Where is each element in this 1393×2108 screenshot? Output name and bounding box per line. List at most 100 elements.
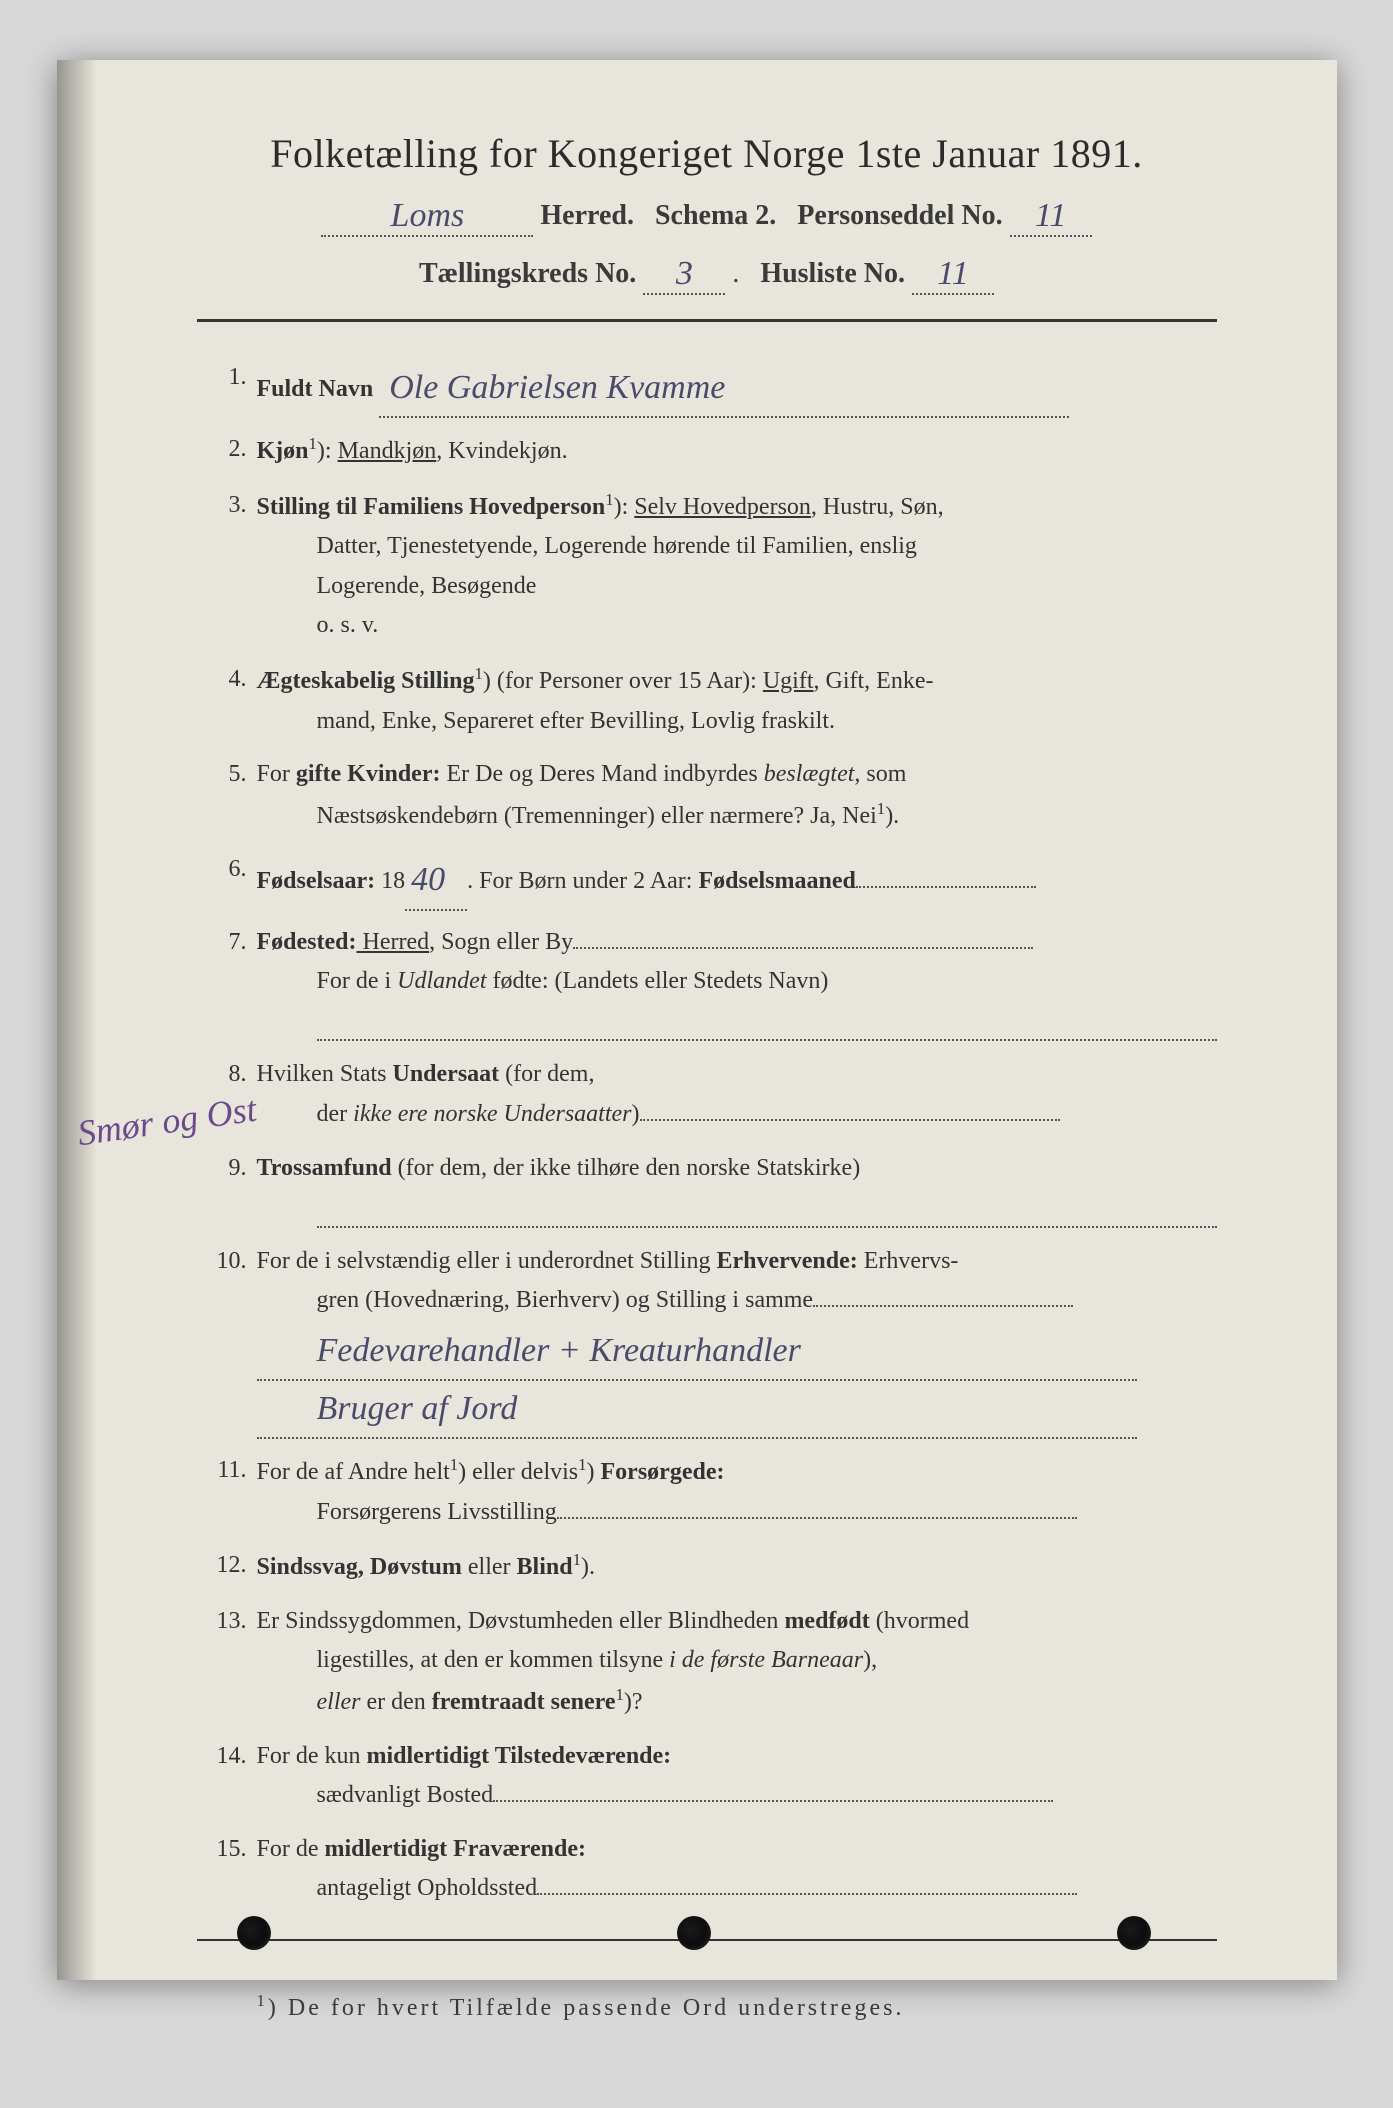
footnote: 1) De for hvert Tilfælde passende Ord un… — [197, 1991, 1217, 2022]
item-12-bold1: Sindssvag, Døvstum — [257, 1554, 462, 1580]
item-6: Fødselsaar: 1840. For Børn under 2 Aar: … — [197, 850, 1217, 908]
punch-hole-left — [237, 1916, 271, 1950]
item-12-mid: eller — [462, 1554, 517, 1580]
item-14-bold: midlertidigt Tilstedeværende: — [367, 1743, 672, 1769]
item-2-selected: Mandkjøn — [338, 438, 437, 464]
kreds-label: Tællingskreds No. — [419, 258, 636, 289]
page-title: Folketælling for Kongeriget Norge 1ste J… — [197, 130, 1217, 177]
item-10-line2: gren (Hovednæring, Bierhverv) og Stillin… — [317, 1287, 814, 1313]
item-12-sup: 1 — [573, 1550, 581, 1569]
item-6-text2: . For Børn under 2 Aar: — [467, 868, 698, 894]
item-8-text2: (for dem, — [499, 1061, 594, 1087]
item-9: Trossamfund (for dem, der ikke tilhøre d… — [197, 1149, 1217, 1228]
item-4-paren: (for Personer over 15 Aar): — [491, 668, 763, 694]
item-13: Er Sindssygdommen, Døvstumheden eller Bl… — [197, 1602, 1217, 1723]
item-5-bold1: gifte Kvinder: — [296, 761, 441, 787]
form-items: Fuldt Navn Ole Gabrielsen Kvamme Kjøn1):… — [197, 358, 1217, 1909]
item-7-blank — [573, 947, 1033, 949]
husliste-label: Husliste No. — [760, 258, 905, 289]
item-14-line2-wrap: sædvanligt Bosted — [257, 1776, 1217, 1816]
schema-label: Schema 2. — [655, 200, 776, 231]
item-7: Fødested: Herred, Sogn eller By For de i… — [197, 923, 1217, 1042]
item-7-label: Fødested: — [257, 929, 357, 955]
item-13-text2: (hvormed — [870, 1608, 969, 1634]
item-1-value: Ole Gabrielsen Kvamme — [379, 360, 1069, 418]
item-7-rest: , Sogn eller By — [429, 929, 573, 955]
item-14: For de kun midlertidigt Tilstedeværende:… — [197, 1737, 1217, 1816]
item-11-text2: ) eller delvis — [458, 1459, 578, 1485]
item-11-text1: For de af Andre helt — [257, 1459, 450, 1485]
item-6-label: Fødselsaar: — [257, 868, 376, 894]
item-11-line2: Forsørgerens Livsstilling — [317, 1499, 557, 1525]
item-5-line2: Næstsøskendebørn (Tremenninger) eller næ… — [317, 803, 877, 829]
item-5-text1: Er De og Deres Mand indbyrdes — [440, 761, 763, 787]
item-5: For gifte Kvinder: Er De og Deres Mand i… — [197, 755, 1217, 836]
item-5-line2-wrap: Næstsøskendebørn (Tremenninger) eller næ… — [257, 795, 1217, 837]
item-13-line3a: eller — [317, 1689, 361, 1715]
item-13-line3b: er den — [360, 1689, 431, 1715]
item-12: Sindssvag, Døvstum eller Blind1). — [197, 1546, 1217, 1588]
item-6-year: 40 — [405, 852, 467, 910]
item-7-line2b: fødte: (Landets eller Stedets Navn) — [487, 968, 829, 994]
item-13-end: )? — [624, 1689, 643, 1715]
item-7-line2a: For de i — [317, 968, 398, 994]
item-11-sup1: 1 — [450, 1455, 458, 1474]
item-8-line2-wrap: der ikke ere norske Undersaatter) — [257, 1095, 1217, 1135]
scan-edge — [57, 60, 97, 1980]
item-3-line4: o. s. v. — [257, 606, 1217, 646]
item-4-sup: 1 — [475, 664, 483, 683]
item-1-label: Fuldt Navn — [257, 376, 374, 402]
herred-value: Loms — [321, 197, 533, 237]
item-4-rest: , Gift, Enke- — [814, 668, 934, 694]
item-8-line2a: der — [317, 1101, 354, 1127]
item-7-selected: Herred — [356, 929, 429, 955]
footnote-sup: 1 — [257, 1991, 268, 2010]
item-11: For de af Andre helt1) eller delvis1) Fo… — [197, 1451, 1217, 1532]
item-10-value2: Bruger af Jord — [257, 1381, 1137, 1439]
item-4-selected: Ugift — [763, 668, 814, 694]
item-3-line3: Logerende, Besøgende — [257, 567, 1217, 607]
item-2: Kjøn1): Mandkjøn, Kvindekjøn. — [197, 430, 1217, 472]
item-15-bold: midlertidigt Fraværende: — [325, 1836, 587, 1862]
item-1: Fuldt Navn Ole Gabrielsen Kvamme — [197, 358, 1217, 416]
item-4: Ægteskabelig Stilling1) (for Personer ov… — [197, 660, 1217, 741]
item-9-blank — [317, 1192, 1217, 1228]
item-10-value1: Fedevarehandler + Kreaturhandler — [257, 1323, 1137, 1381]
item-4-label: Ægteskabelig Stilling — [257, 668, 475, 694]
item-13-bold3: fremtraadt senere — [432, 1689, 616, 1715]
subheader-line2: Tællingskreds No. 3 . Husliste No. 11 — [197, 253, 1217, 293]
item-14-line2: sædvanligt Bosted — [317, 1782, 494, 1808]
item-13-sup: 1 — [615, 1685, 623, 1704]
item-6-blank — [856, 886, 1036, 888]
item-7-blank2 — [317, 1006, 1217, 1042]
item-13-line2-wrap: ligestilles, at den er kommen tilsyne i … — [257, 1641, 1217, 1681]
item-8-ital: ikke ere norske Undersaatter — [353, 1101, 631, 1127]
item-9-text: (for dem, der ikke tilhøre den norske St… — [392, 1155, 861, 1181]
item-15-line2-wrap: antageligt Opholdssted — [257, 1869, 1217, 1909]
punch-hole-center — [677, 1916, 711, 1950]
item-8: Hvilken Stats Undersaat (for dem, der ik… — [197, 1055, 1217, 1134]
item-7-line2-wrap: For de i Udlandet fødte: (Landets eller … — [257, 962, 1217, 1002]
item-3-selected: Selv Hovedperson — [634, 494, 811, 520]
item-4-line2: mand, Enke, Separeret efter Bevilling, L… — [257, 702, 1217, 742]
footnote-text: ) De for hvert Tilfælde passende Ord und… — [268, 1995, 905, 2021]
census-form-page: Folketælling for Kongeriget Norge 1ste J… — [57, 60, 1337, 1980]
item-2-rest: , Kvindekjøn. — [436, 438, 567, 464]
punch-hole-right — [1117, 1916, 1151, 1950]
item-10-bold1: Erhvervende: — [716, 1248, 857, 1274]
item-13-line2b: ), — [863, 1647, 877, 1673]
subheader-line1: Loms Herred. Schema 2. Personseddel No. … — [197, 195, 1217, 235]
item-10: For de i selvstændig eller i underordnet… — [197, 1242, 1217, 1437]
item-3-line2: Datter, Tjenestetyende, Logerende hørend… — [257, 527, 1217, 567]
item-13-text1: Er Sindssygdommen, Døvstumheden eller Bl… — [257, 1608, 785, 1634]
item-14-text1: For de kun — [257, 1743, 367, 1769]
item-10-text2: Erhvervs- — [858, 1248, 959, 1274]
item-13-line2a: ligestilles, at den er kommen tilsyne — [317, 1647, 670, 1673]
item-12-bold2: Blind — [517, 1554, 573, 1580]
item-7-ital: Udlandet — [397, 968, 486, 994]
item-3-sup: 1 — [605, 490, 613, 509]
personseddel-label: Personseddel No. — [797, 200, 1002, 231]
item-5-sup: 1 — [877, 799, 885, 818]
item-5-ital: beslægtet — [764, 761, 855, 787]
item-10-blank0 — [813, 1305, 1073, 1307]
